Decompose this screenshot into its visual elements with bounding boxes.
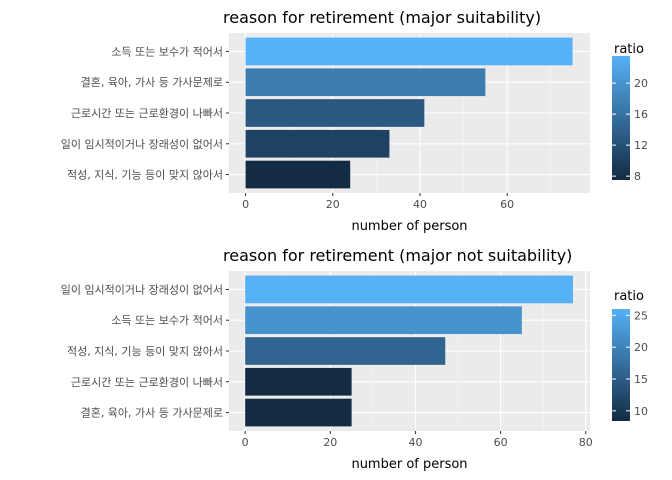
legend-tick-label: 10 [634,405,648,418]
chart-title: reason for retirement (major not suitabi… [223,246,572,265]
colorbar [612,56,630,180]
x-tick-label: 20 [323,436,337,449]
chart-2: reason for retirement (major not suitabi… [61,246,648,472]
x-tick-label: 80 [579,436,593,449]
category-label: 결혼, 육아, 가사 등 가사문제로 [81,76,223,89]
legend: ratio 10 15 20 25 [612,289,648,421]
x-tick-label: 20 [326,198,340,211]
chart-title: reason for retirement (major suitability… [223,8,541,27]
x-axis-label: number of person [351,457,467,472]
category-label: 근로시간 또는 근로환경이 나빠서 [71,376,223,389]
bar [245,367,352,396]
category-label: 일이 임시적이거나 장래성이 없어서 [61,137,223,151]
x-tick-label: 60 [500,198,514,211]
category-label: 일이 임시적이거나 장래성이 없어서 [61,282,223,296]
category-label: 근로시간 또는 근로환경이 나빠서 [71,107,223,120]
bar [245,337,446,365]
legend-title: ratio [614,289,644,304]
chart-1: reason for retirement (major suitability… [61,8,648,234]
x-tick-label: 0 [242,436,249,449]
legend-tick-label: 12 [634,139,648,152]
bar [245,306,522,335]
bar [245,398,352,427]
bar [245,129,390,158]
x-tick-label: 40 [413,198,427,211]
colorbar [612,309,630,421]
x-tick-label: 60 [494,436,508,449]
category-label: 결혼, 육아, 가사 등 가사문제로 [81,407,223,420]
legend-tick-label: 8 [634,170,641,183]
category-label: 적성, 지식, 기능 등이 맞지 않아서 [67,345,223,358]
legend-tick-label: 25 [634,309,648,322]
legend: ratio 8 12 16 20 [612,42,648,183]
legend-tick-label: 20 [634,341,648,354]
category-label: 적성, 지식, 기능 등이 맞지 않아서 [67,169,223,182]
legend-tick-label: 16 [634,108,648,121]
bar [245,68,486,97]
bar [245,37,573,66]
bar [245,99,425,127]
x-axis-label: number of person [351,219,467,234]
bar [245,160,351,189]
legend-title: ratio [614,42,644,57]
x-tick-label: 40 [408,436,422,449]
legend-tick-label: 15 [634,373,648,386]
legend-tick-label: 20 [634,77,648,90]
bar [245,275,573,304]
x-tick-label: 0 [242,198,249,211]
category-label: 소득 또는 보수가 적어서 [111,314,223,327]
category-label: 소득 또는 보수가 적어서 [111,45,223,58]
